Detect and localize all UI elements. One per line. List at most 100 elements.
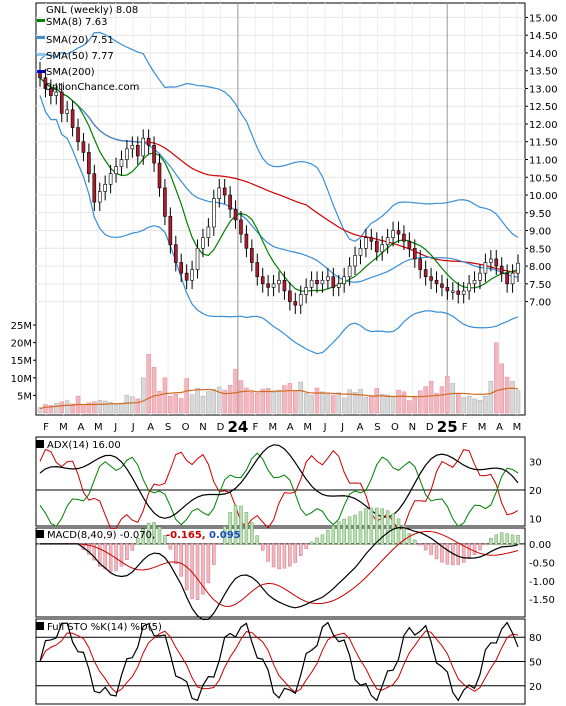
candle-body: [168, 216, 173, 246]
macd-histogram-bar: [168, 543, 173, 550]
candle-body: [288, 290, 292, 302]
price-tick-label: 9.50: [529, 209, 551, 220]
volume-bar: [293, 390, 298, 414]
macd-histogram-bar: [163, 535, 167, 545]
candle-body: [358, 248, 363, 256]
price-tick-label: 8.00: [529, 262, 551, 273]
volume-bar: [401, 391, 407, 414]
sto-label: Full STO %K(14) %D(5): [47, 622, 162, 633]
volume-bar: [222, 389, 227, 414]
month-label: N: [409, 422, 416, 433]
candle-body: [478, 272, 482, 281]
legend-swatch-sma200: [37, 70, 45, 73]
volume-bar: [227, 384, 233, 414]
macd-histogram-bar: [277, 543, 281, 570]
volume-bar: [352, 391, 358, 414]
adx-panel-frame: [35, 436, 526, 527]
macd-tick-label: -1.50: [529, 595, 555, 606]
macd-line: [40, 527, 519, 621]
volume-bar: [189, 394, 195, 414]
volume-average-line: [39, 387, 519, 410]
volume-bar: [347, 389, 352, 414]
candle-body: [212, 198, 216, 228]
macd-histogram-bar: [282, 543, 287, 569]
candle-body: [103, 184, 107, 192]
candle-body: [43, 77, 48, 89]
volume-bar: [37, 407, 43, 414]
price-tick-label: 14.00: [529, 49, 558, 60]
candle-body: [184, 272, 189, 281]
candle-body: [315, 279, 319, 285]
candle-body: [505, 272, 509, 285]
macd-histogram-bar: [326, 529, 330, 545]
macd-histogram-bar: [347, 516, 352, 545]
volume-bar: [233, 369, 238, 414]
macd-histogram-bar: [407, 533, 412, 545]
volume-bar: [119, 402, 124, 414]
macd-histogram-bar: [212, 543, 216, 565]
macd-label: MACD(8,40,9) -0.070,: [47, 530, 155, 541]
volume-bar: [140, 377, 146, 414]
volume-bar: [151, 367, 157, 414]
candle-body: [125, 148, 129, 160]
volume-tick-label: 10M: [11, 374, 32, 385]
price-tick-label: 12.50: [529, 102, 558, 113]
macd-histogram-bar: [423, 543, 428, 551]
volume-bar: [64, 400, 70, 414]
candle-body: [233, 208, 238, 221]
macd-histogram-bar: [440, 543, 444, 563]
volume-bar: [70, 403, 75, 414]
macd-tick-label: -0.50: [529, 558, 555, 569]
month-label: M: [268, 422, 277, 433]
candle-body: [130, 145, 135, 150]
candle-body: [304, 287, 308, 295]
volume-bar: [331, 394, 336, 414]
candle-body: [418, 258, 423, 270]
macd-hist-label: 0.095: [209, 530, 241, 541]
volume-bar: [86, 402, 92, 414]
volume-bar: [54, 402, 59, 414]
volume-bar: [483, 395, 488, 414]
volume-bar: [363, 396, 369, 414]
candle-body: [49, 88, 53, 96]
candle-body: [206, 226, 211, 238]
price-tick-label: 7.50: [529, 280, 551, 291]
volume-bar: [390, 395, 396, 414]
macd-histogram-bar: [217, 543, 221, 545]
chart-title: GNL (weekly) 8.08: [46, 5, 138, 16]
month-label: J: [131, 422, 135, 433]
month-label: M: [94, 422, 103, 433]
candle-body: [483, 262, 488, 274]
macd-signal-line: [40, 530, 519, 607]
month-label: A: [496, 422, 503, 433]
candle-body: [282, 279, 287, 292]
month-label: A: [357, 422, 364, 433]
macd-histogram-bar: [103, 543, 107, 570]
volume-bar: [450, 383, 456, 414]
volume-bar: [43, 404, 48, 414]
volume-bar: [412, 397, 418, 414]
candle-body: [217, 187, 222, 199]
legend-swatch-sma50: [37, 53, 45, 56]
legend-swatch-sma20: [37, 36, 45, 39]
volume-tick-label: 25M: [11, 321, 32, 332]
candle-body: [331, 276, 336, 288]
sto-tick-label: 80: [529, 633, 542, 644]
volume-bar: [217, 386, 222, 414]
candle-body: [266, 283, 270, 288]
macd-histogram-bar: [146, 522, 151, 545]
candle-body: [190, 269, 194, 281]
macd-panel-frame: [35, 527, 526, 618]
macd-histogram-bar: [255, 535, 260, 545]
macd-histogram-bar: [396, 518, 401, 545]
legend-sma8: SMA(8) 7.63: [46, 17, 107, 28]
volume-bar: [439, 386, 445, 414]
month-label: M: [59, 422, 68, 433]
volume-bar: [477, 400, 483, 414]
volume-bar: [244, 387, 249, 414]
candle-body: [119, 159, 124, 167]
volume-bar: [417, 390, 423, 414]
volume-bar: [135, 398, 141, 414]
volume-bar: [499, 363, 504, 414]
